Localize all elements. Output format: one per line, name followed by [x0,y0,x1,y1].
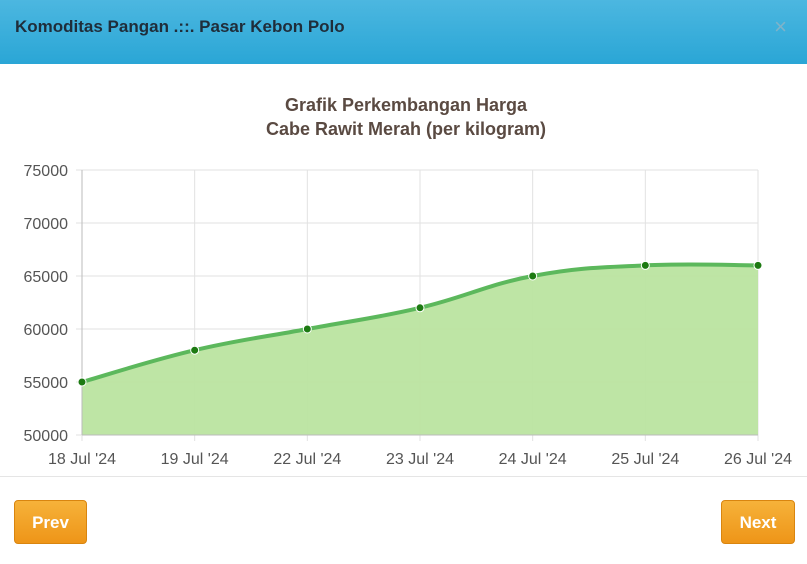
x-tick-label: 22 Jul '24 [273,451,341,468]
close-icon[interactable]: × [774,14,787,39]
series-area-fill [82,264,758,435]
x-tick-label: 19 Jul '24 [161,451,229,468]
price-chart-svg: Grafik Perkembangan Harga Cabe Rawit Mer… [24,95,793,468]
data-point[interactable] [190,345,200,355]
chart-title: Grafik Perkembangan Harga [285,95,528,115]
prev-button[interactable]: Prev [14,500,87,544]
data-point[interactable] [415,303,425,313]
y-tick-label: 50000 [24,428,69,445]
data-point[interactable] [302,324,312,334]
x-tick-label: 23 Jul '24 [386,451,454,468]
data-point[interactable] [640,260,650,270]
chart-subtitle: Cabe Rawit Merah (per kilogram) [266,119,546,139]
y-tick-label: 75000 [24,163,69,180]
modal-title: Komoditas Pangan .::. Pasar Kebon Polo [15,17,345,36]
price-chart: Grafik Perkembangan Harga Cabe Rawit Mer… [0,64,807,476]
y-tick-label: 60000 [24,322,69,339]
x-tick-label: 24 Jul '24 [499,451,567,468]
modal-header: Komoditas Pangan .::. Pasar Kebon Polo × [0,0,807,64]
x-tick-label: 26 Jul '24 [724,451,792,468]
data-point[interactable] [528,271,538,281]
next-button[interactable]: Next [721,500,795,544]
y-tick-label: 70000 [24,216,69,233]
data-point[interactable] [77,377,87,387]
y-tick-label: 65000 [24,269,69,286]
x-tick-label: 18 Jul '24 [48,451,116,468]
x-tick-label: 25 Jul '24 [611,451,679,468]
modal-footer: Prev Next [0,476,807,564]
y-tick-label: 55000 [24,375,69,392]
data-point[interactable] [753,260,763,270]
